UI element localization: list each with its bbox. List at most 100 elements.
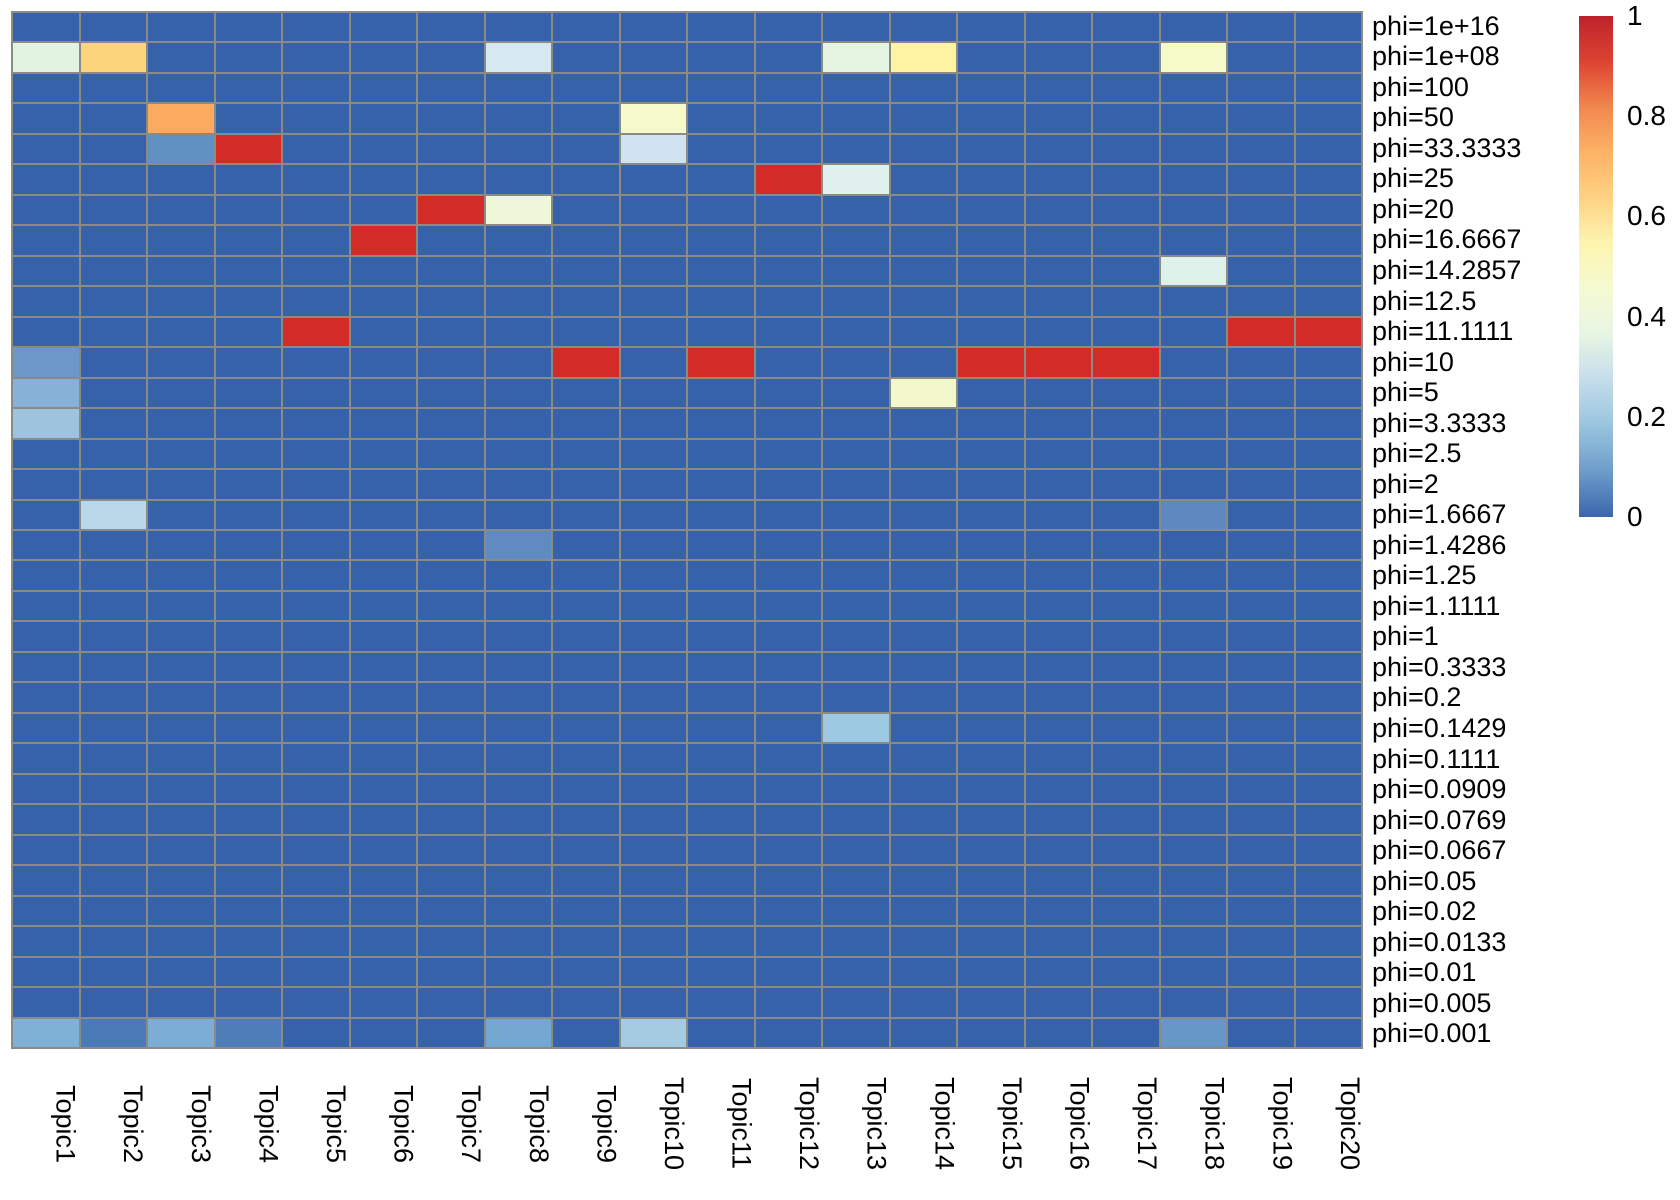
heatmap-cell [350, 226, 416, 255]
heatmap-cell [890, 470, 956, 499]
heatmap-cell [823, 195, 889, 225]
row-label: phi=5 [1372, 377, 1439, 408]
heatmap-cell [958, 195, 1024, 225]
heatmap-cell [1025, 348, 1091, 377]
heatmap-cell [553, 744, 619, 773]
heatmap-cell [418, 165, 484, 194]
heatmap-cell [755, 134, 821, 164]
heatmap-cell [418, 409, 484, 438]
heatmap-cell [215, 652, 281, 682]
heatmap-cell [958, 409, 1024, 438]
heatmap-cell [958, 226, 1024, 255]
heatmap-cell [688, 13, 754, 42]
heatmap-cell [148, 73, 214, 103]
heatmap-cell [688, 774, 754, 804]
heatmap-cell [215, 439, 281, 469]
heatmap-cell [1228, 409, 1294, 438]
heatmap-cell [1093, 896, 1159, 926]
col-label: Topic2 [118, 1084, 149, 1164]
heatmap-cell [620, 470, 686, 499]
heatmap-cell [418, 561, 484, 590]
heatmap-cell [80, 866, 146, 895]
heatmap-cell [755, 896, 821, 926]
heatmap-cell [148, 622, 214, 651]
heatmap-cell [350, 378, 416, 408]
heatmap-cell [890, 43, 956, 72]
heatmap-cell [1093, 713, 1159, 743]
heatmap-cell [688, 591, 754, 621]
heatmap-cell [80, 531, 146, 560]
heatmap-cell [283, 683, 349, 712]
heatmap-cell [553, 439, 619, 469]
heatmap-cell [350, 348, 416, 377]
heatmap-cell [823, 470, 889, 499]
heatmap-cell [13, 1018, 79, 1047]
row-label: phi=11.1111 [1372, 316, 1514, 347]
heatmap-cell [1228, 439, 1294, 469]
heatmap-cell [823, 774, 889, 804]
heatmap-cell [890, 134, 956, 164]
heatmap-cell [1160, 896, 1226, 926]
col-label: Topic18 [1199, 1077, 1230, 1171]
heatmap-cell [755, 470, 821, 499]
heatmap-cell [485, 896, 551, 926]
heatmap-cell [148, 927, 214, 956]
heatmap-cell [1093, 957, 1159, 987]
heatmap-cell [283, 226, 349, 255]
heatmap-cell [1295, 104, 1361, 133]
heatmap-cell [13, 134, 79, 164]
heatmap-cell [1228, 1018, 1294, 1047]
heatmap-cell [1295, 713, 1361, 743]
heatmap-cell [485, 378, 551, 408]
heatmap-cell [553, 226, 619, 255]
heatmap-cell [1295, 470, 1361, 499]
heatmap-cell [755, 1018, 821, 1047]
heatmap-cell [755, 378, 821, 408]
heatmap-cell [755, 683, 821, 712]
heatmap-cell [823, 43, 889, 72]
heatmap-cell [553, 896, 619, 926]
col-label: Topic13 [861, 1077, 892, 1171]
col-label: Topic6 [388, 1084, 419, 1164]
heatmap-cell [215, 805, 281, 834]
heatmap-cell [1160, 683, 1226, 712]
heatmap-cell [688, 988, 754, 1017]
col-label: Topic3 [185, 1084, 216, 1164]
heatmap-cell [1295, 409, 1361, 438]
heatmap-cell [755, 866, 821, 895]
heatmap-cell [283, 927, 349, 956]
heatmap-cell [1093, 652, 1159, 682]
heatmap-cell [80, 896, 146, 926]
heatmap-cell [1228, 378, 1294, 408]
heatmap-cell [553, 531, 619, 560]
heatmap-cell [350, 73, 416, 103]
heatmap-cell [1093, 226, 1159, 255]
heatmap-cell [148, 409, 214, 438]
heatmap-cell [755, 256, 821, 286]
heatmap-cell [148, 470, 214, 499]
row-label: phi=2 [1372, 468, 1439, 499]
heatmap-cell [350, 134, 416, 164]
heatmap-cell [688, 835, 754, 865]
heatmap-cell [823, 104, 889, 133]
heatmap-cell [1093, 591, 1159, 621]
col-label: Topic17 [1132, 1077, 1163, 1171]
heatmap-cell [620, 927, 686, 956]
heatmap-cell [1025, 409, 1091, 438]
heatmap-cell [958, 774, 1024, 804]
heatmap-cell [688, 622, 754, 651]
heatmap-cell [823, 957, 889, 987]
heatmap-cell [215, 988, 281, 1017]
heatmap-cell [1295, 43, 1361, 72]
heatmap-cell [350, 104, 416, 133]
heatmap-cell [485, 226, 551, 255]
heatmap-cell [688, 73, 754, 103]
heatmap-cell [823, 1018, 889, 1047]
heatmap-cell [350, 470, 416, 499]
heatmap-cell [1093, 287, 1159, 316]
heatmap-cell [620, 165, 686, 194]
heatmap-cell [13, 348, 79, 377]
heatmap-cell [80, 195, 146, 225]
heatmap-cell [350, 805, 416, 834]
heatmap-cell [418, 652, 484, 682]
